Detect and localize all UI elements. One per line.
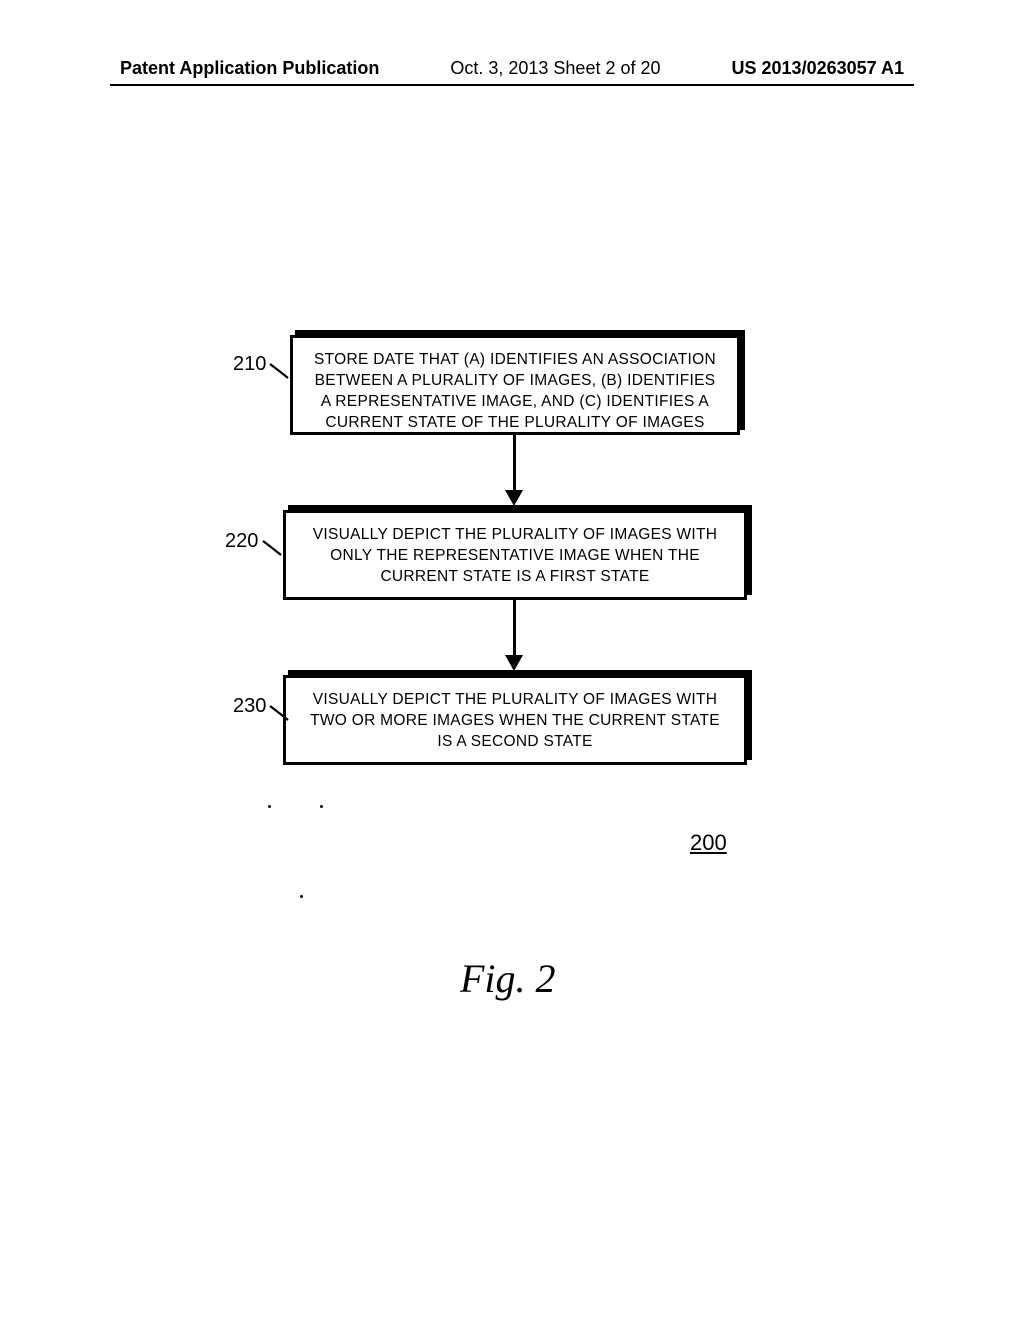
- header-left: Patent Application Publication: [120, 58, 379, 79]
- page: Patent Application Publication Oct. 3, 2…: [0, 0, 1024, 1320]
- flow-node-text: STORE DATE THAT (A) IDENTIFIES AN ASSOCI…: [314, 351, 716, 431]
- ref-label: 220: [225, 530, 258, 553]
- box-shadow: [747, 670, 752, 760]
- flow-node: VISUALLY DEPICT THE PLURALITY OF IMAGES …: [283, 675, 747, 765]
- flow-arrow: [513, 435, 516, 493]
- flow-node-text: VISUALLY DEPICT THE PLURALITY OF IMAGES …: [310, 691, 720, 750]
- flow-arrow: [513, 600, 516, 658]
- arrow-down-icon: [505, 655, 523, 671]
- header: Patent Application Publication Oct. 3, 2…: [0, 58, 1024, 79]
- flow-node: VISUALLY DEPICT THE PLURALITY OF IMAGES …: [283, 510, 747, 600]
- box-shadow: [740, 330, 745, 430]
- flow-node-text: VISUALLY DEPICT THE PLURALITY OF IMAGES …: [313, 526, 718, 585]
- artifact-dot: [320, 805, 323, 808]
- figure-number: 200: [690, 830, 727, 856]
- header-right: US 2013/0263057 A1: [732, 58, 904, 79]
- header-mid: Oct. 3, 2013 Sheet 2 of 20: [450, 58, 660, 79]
- ref-label: 230: [233, 695, 266, 718]
- artifact-dot: [300, 895, 303, 898]
- arrow-down-icon: [505, 490, 523, 506]
- figure-caption: Fig. 2: [460, 955, 556, 1002]
- box-shadow: [747, 505, 752, 595]
- ref-tick-icon: [261, 537, 283, 559]
- flow-node: STORE DATE THAT (A) IDENTIFIES AN ASSOCI…: [290, 335, 740, 435]
- ref-tick-icon: [268, 702, 290, 724]
- ref-label: 210: [233, 353, 266, 376]
- ref-tick-icon: [268, 360, 290, 382]
- artifact-dot: [268, 805, 271, 808]
- header-rule: [110, 84, 914, 86]
